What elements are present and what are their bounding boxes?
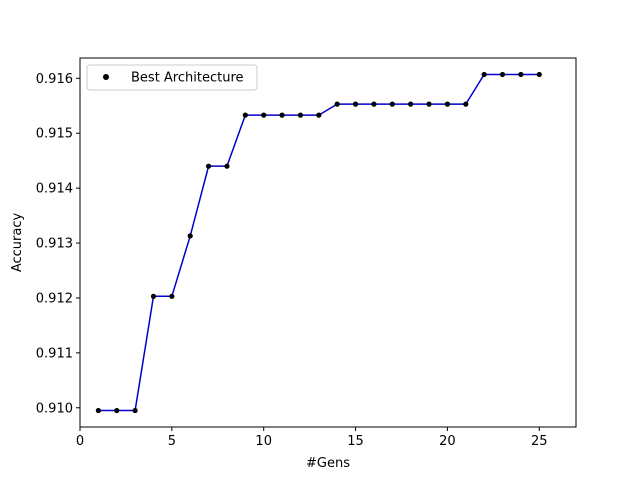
data-point	[481, 71, 487, 78]
y-tick-label: 0.914	[36, 182, 73, 197]
x-axis-title: #Gens	[306, 456, 350, 471]
data-point	[261, 112, 267, 118]
data-point	[499, 71, 506, 78]
y-tick-label: 0.913	[36, 237, 73, 252]
x-tick-label: 20	[439, 434, 456, 449]
data-point	[95, 407, 101, 414]
legend-label: Best Architecture	[131, 71, 244, 86]
plot-area	[95, 71, 542, 414]
axes-frame	[79, 57, 577, 428]
data-point	[536, 71, 542, 78]
x-tick-label: 25	[531, 434, 548, 449]
data-point	[389, 101, 395, 107]
axes: 0 5 10 15 20 25 0.910 0.911 0.912 0.913 0.914 0.915…	[36, 57, 577, 449]
y-tick-label: 0.916	[36, 72, 73, 87]
legend-box	[86, 64, 258, 91]
data-point	[316, 112, 322, 118]
data-point	[205, 163, 212, 169]
y-tick-label: 0.915	[36, 127, 73, 142]
y-axis-title: Accuracy	[10, 213, 25, 273]
y-tick-label: 0.912	[36, 291, 73, 306]
y-tick-label: 0.910	[36, 401, 73, 416]
data-point	[150, 293, 157, 299]
data-point	[518, 71, 524, 78]
data-point	[352, 101, 359, 107]
data-point	[132, 407, 138, 414]
legend-marker	[103, 74, 109, 80]
data-point	[334, 101, 340, 107]
data-point	[297, 112, 304, 118]
data-point	[224, 163, 230, 169]
data-point	[279, 112, 285, 118]
data-point	[114, 407, 120, 414]
data-point	[408, 101, 414, 107]
data-point	[426, 101, 432, 107]
data-point	[187, 233, 193, 239]
data-point	[371, 101, 377, 107]
x-tick-label: 15	[347, 434, 364, 449]
x-tick-label: 10	[255, 434, 272, 449]
x-tick-label: 0	[76, 434, 84, 449]
y-tick-label: 0.911	[36, 346, 73, 361]
data-point	[242, 112, 248, 118]
data-point	[444, 101, 451, 107]
x-tick-label: 5	[168, 434, 176, 449]
data-point	[169, 293, 175, 299]
data-point	[463, 101, 469, 107]
legend: Best Architecture	[86, 64, 258, 91]
